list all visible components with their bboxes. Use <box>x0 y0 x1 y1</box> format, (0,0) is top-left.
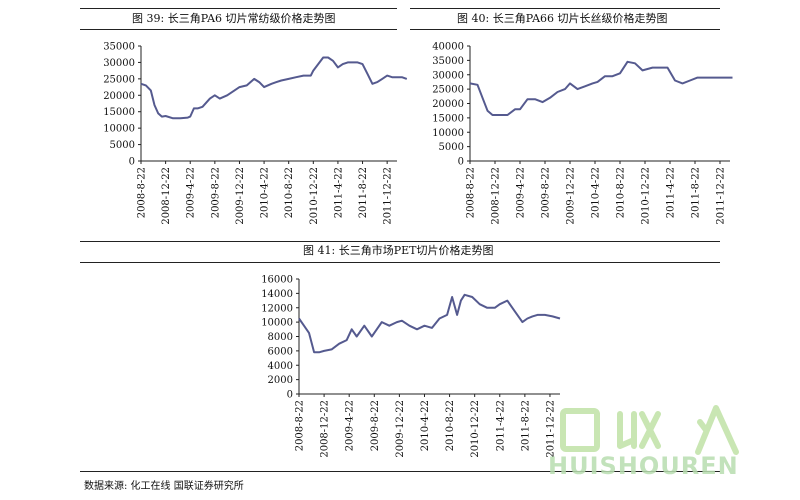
fig41-x-tick-label: 2008-12-22 <box>320 400 331 458</box>
fig39-x-tick-label: 2009-4-22 <box>186 167 197 218</box>
fig39-x-tick-label: 2009-12-22 <box>235 167 246 225</box>
fig41-x-tick-label: 2009-12-22 <box>395 400 406 458</box>
fig40-chart: 0 5000 10000 15000 20000 25000 30000 35000 40000… <box>432 42 733 225</box>
fig41-y-tick-label: 4000 <box>268 361 293 372</box>
fig39-chart: 0 5000 10000 15000 20000 25000 30000 35000 2008-… <box>103 42 408 225</box>
fig39-y-tick-label: 0 <box>129 157 135 168</box>
watermark-text: HUISHOUREN <box>548 452 739 480</box>
watermark-person-icon <box>695 405 739 455</box>
fig39-x-tick-label: 2009-8-22 <box>210 167 221 218</box>
fig39-x-tick-label: 2010-8-22 <box>284 167 295 218</box>
fig40-x-tick-label: 2010-12-22 <box>641 167 652 225</box>
fig41-x-tick-label: 2010-8-22 <box>445 400 456 451</box>
fig39-x-tick-label: 2008-8-22 <box>137 167 148 218</box>
fig40-x-tick-label: 2011-8-22 <box>691 167 702 218</box>
source-divider <box>80 471 720 472</box>
caption-bar-fig39 <box>80 8 397 30</box>
fig40-y-tick-label: 40000 <box>432 42 464 53</box>
fig40-x-tick-label: 2011-12-22 <box>716 167 727 225</box>
fig41-x-tick-label: 2011-4-22 <box>495 400 506 451</box>
fig41-y-tick-label: 14000 <box>261 289 293 300</box>
fig40-x-tick-label: 2011-4-22 <box>666 167 677 218</box>
fig40-y-tick-label: 10000 <box>432 128 464 139</box>
fig41-x-tick-label: 2010-4-22 <box>420 400 431 451</box>
fig41-chart: 0 2000 4000 6000 8000 10000 12000 14000 16000 200… <box>261 275 561 458</box>
fig40-x-tick-label: 2008-12-22 <box>491 167 502 225</box>
fig41-x-tick-label: 2011-12-22 <box>545 400 556 458</box>
fig40-y-tick-label: 15000 <box>432 113 464 124</box>
fig39-x-tick-label: 2011-8-22 <box>358 167 369 218</box>
fig40-y-tick-label: 0 <box>458 157 464 168</box>
fig39-x-tick-label: 2011-4-22 <box>333 167 344 218</box>
fig41-y-tick-label: 12000 <box>261 303 293 314</box>
fig39-y-tick-label: 20000 <box>103 91 135 102</box>
fig41-x-tick-label: 2008-8-22 <box>295 400 306 451</box>
fig41-y-tick-label: 10000 <box>261 318 293 329</box>
fig41-y-tick-label: 16000 <box>261 275 293 286</box>
watermark-glyph-icon <box>617 411 661 449</box>
caption-bar-fig41 <box>80 241 720 263</box>
fig39-y-tick-label: 35000 <box>103 42 135 53</box>
fig40-x-tick-label: 2010-8-22 <box>616 167 627 218</box>
fig40-y-tick-label: 20000 <box>432 99 464 110</box>
fig39-series-line <box>140 56 408 120</box>
fig41-x-tick-label: 2011-8-22 <box>520 400 531 451</box>
fig41-x-tick-label: 2009-8-22 <box>370 400 381 451</box>
fig41-x-tick-label: 2009-4-22 <box>345 400 356 451</box>
fig39-x-tick-label: 2008-12-22 <box>161 167 172 225</box>
fig39-y-tick-label: 25000 <box>103 74 135 85</box>
fig41-y-tick-label: 6000 <box>268 346 293 357</box>
fig41-x-tick-label: 2010-12-22 <box>470 400 481 458</box>
fig40-series-line <box>469 60 733 116</box>
fig40-x-tick-label: 2008-8-22 <box>466 167 477 218</box>
fig41-series-line <box>298 293 561 354</box>
fig39-y-tick-label: 15000 <box>103 107 135 118</box>
fig40-y-tick-label: 35000 <box>432 56 464 67</box>
fig41-y-tick-label: 8000 <box>268 332 293 343</box>
fig39-x-tick-label: 2011-12-22 <box>383 167 394 225</box>
fig40-y-tick-label: 30000 <box>432 70 464 81</box>
caption-fig40: 图 40: 长三角PA66 切片长丝级价格走势图 <box>457 12 668 25</box>
fig40-x-tick-label: 2009-12-22 <box>566 167 577 225</box>
fig40-y-tick-label: 25000 <box>432 85 464 96</box>
fig39-x-tick-label: 2010-4-22 <box>260 167 271 218</box>
watermark-box-icon <box>560 408 600 452</box>
fig40-y-tick-label: 5000 <box>439 142 464 153</box>
fig40-x-tick-label: 2010-4-22 <box>591 167 602 218</box>
fig40-x-tick-label: 2009-8-22 <box>541 167 552 218</box>
fig41-y-tick-label: 2000 <box>268 375 293 386</box>
caption-fig39: 图 39: 长三角PA6 切片常纺级价格走势图 <box>132 12 336 25</box>
fig39-x-tick-label: 2010-12-22 <box>309 167 320 225</box>
fig39-y-tick-label: 30000 <box>103 58 135 69</box>
fig39-y-tick-label: 5000 <box>110 140 135 151</box>
fig41-y-tick-label: 0 <box>287 390 293 401</box>
caption-bar-fig40 <box>410 8 720 30</box>
caption-fig41: 图 41: 长三角市场PET切片价格走势图 <box>303 244 494 257</box>
source-note: 数据来源: 化工在线 国联证券研究所 <box>84 481 244 492</box>
fig40-x-tick-label: 2009-4-22 <box>516 167 527 218</box>
fig39-y-tick-label: 10000 <box>103 124 135 135</box>
watermark-logo: HUISHOUREN <box>548 400 748 496</box>
